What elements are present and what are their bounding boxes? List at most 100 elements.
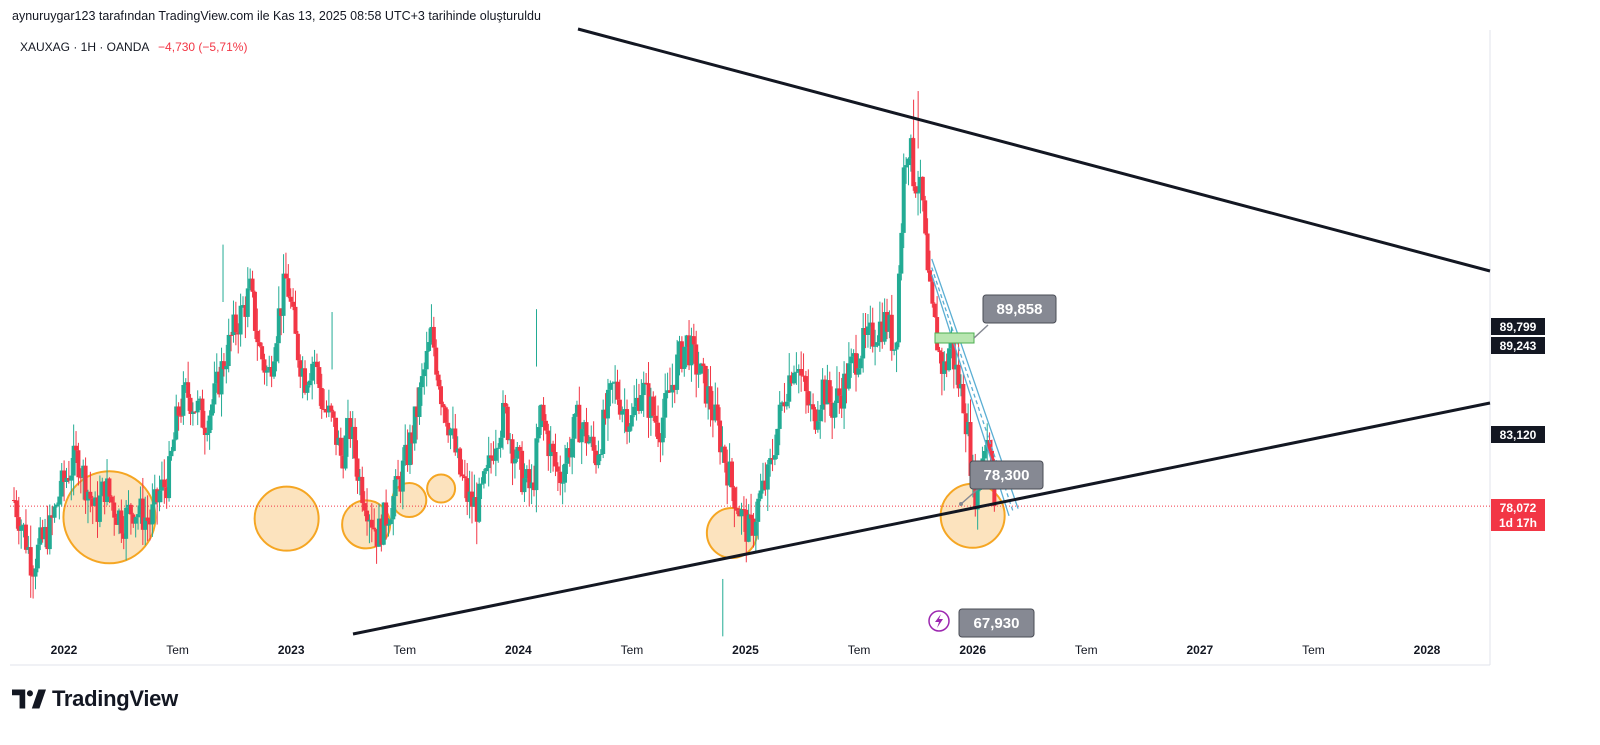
candle-body[interactable] — [706, 386, 711, 404]
candle-body[interactable] — [341, 455, 346, 469]
candle-body[interactable] — [885, 312, 890, 332]
candle-body[interactable] — [260, 346, 265, 360]
candle-body[interactable] — [834, 388, 839, 404]
candle-body[interactable] — [458, 448, 463, 475]
candle-body[interactable] — [803, 376, 808, 392]
candle-body[interactable] — [904, 165, 909, 168]
candle-body[interactable] — [229, 334, 234, 336]
candle-body[interactable] — [691, 336, 696, 345]
candle-body[interactable] — [417, 387, 422, 417]
candle-body[interactable] — [601, 409, 606, 455]
candle-body[interactable] — [968, 422, 973, 476]
candle-body[interactable] — [710, 409, 715, 421]
candle-body[interactable] — [708, 386, 713, 410]
candle-body[interactable] — [291, 301, 296, 307]
candle-body[interactable] — [529, 482, 534, 489]
candle-body[interactable] — [515, 446, 520, 459]
candle-body[interactable] — [543, 420, 548, 431]
candle-body[interactable] — [975, 489, 980, 510]
candle-body[interactable] — [12, 500, 17, 502]
candle-body[interactable] — [431, 326, 436, 348]
candle-body[interactable] — [255, 330, 260, 343]
candle-body[interactable] — [236, 332, 241, 335]
candle-body[interactable] — [617, 399, 622, 415]
candle-body[interactable] — [849, 356, 854, 364]
candle-body[interactable] — [870, 322, 875, 347]
candle-body[interactable] — [171, 439, 176, 451]
candle-body[interactable] — [756, 498, 761, 522]
candle-body[interactable] — [908, 138, 913, 159]
candle-body[interactable] — [410, 432, 415, 444]
candle-body[interactable] — [264, 370, 269, 373]
candle-body[interactable] — [713, 404, 718, 421]
candle-body[interactable] — [811, 404, 816, 410]
candle-body[interactable] — [605, 389, 610, 419]
candle-body[interactable] — [281, 273, 286, 316]
candle-body[interactable] — [486, 455, 491, 469]
candle-body[interactable] — [93, 497, 98, 506]
tradingview-logo[interactable]: TradingView — [12, 686, 178, 712]
candle-body[interactable] — [424, 350, 429, 370]
candle-body[interactable] — [360, 476, 365, 504]
candle-body[interactable] — [35, 544, 40, 569]
candle-body[interactable] — [510, 439, 515, 464]
price-tag[interactable] — [1491, 426, 1545, 443]
candle-body[interactable] — [441, 404, 446, 408]
candle-body[interactable] — [574, 404, 579, 414]
candle-body[interactable] — [591, 436, 596, 451]
candle-body[interactable] — [789, 375, 794, 384]
candle-body[interactable] — [825, 380, 830, 405]
candle-body[interactable] — [102, 481, 107, 502]
candle-body[interactable] — [527, 469, 532, 489]
candle-body[interactable] — [837, 388, 842, 396]
candle-body[interactable] — [329, 405, 334, 412]
candle-body[interactable] — [947, 348, 952, 371]
candle-body[interactable] — [136, 514, 141, 518]
candle-body[interactable] — [560, 482, 565, 484]
symbol-info[interactable]: XAUXAG · 1H · OANDA −4,730 (−5,71%) — [20, 40, 247, 54]
candle-body[interactable] — [174, 406, 179, 440]
candle-body[interactable] — [951, 342, 956, 370]
candle-body[interactable] — [52, 506, 57, 518]
ascending-trendline[interactable] — [352, 401, 1491, 636]
candle-body[interactable] — [183, 382, 188, 385]
candle-body[interactable] — [925, 233, 930, 271]
candle-body[interactable] — [186, 382, 191, 398]
candle-body[interactable] — [147, 520, 152, 525]
candle-body[interactable] — [28, 547, 33, 576]
candle-body[interactable] — [31, 575, 36, 577]
candle-body[interactable] — [851, 353, 856, 357]
candle-body[interactable] — [78, 477, 83, 479]
candle-body[interactable] — [768, 458, 773, 465]
candle-body[interactable] — [105, 478, 110, 502]
candle-body[interactable] — [200, 398, 205, 428]
candle-body[interactable] — [906, 158, 911, 166]
candle-body[interactable] — [856, 368, 861, 375]
candle-body[interactable] — [784, 401, 789, 407]
candle-body[interactable] — [312, 361, 317, 364]
candle-body[interactable] — [958, 384, 963, 389]
candle-body[interactable] — [815, 421, 820, 430]
candle-body[interactable] — [338, 437, 343, 456]
candle-body[interactable] — [796, 368, 801, 372]
candle-body[interactable] — [415, 406, 420, 417]
candle-body[interactable] — [918, 176, 923, 193]
candle-body[interactable] — [479, 483, 484, 485]
candle-body[interactable] — [319, 387, 324, 409]
candle-body[interactable] — [481, 471, 486, 484]
candle-body[interactable] — [854, 353, 859, 375]
candle-body[interactable] — [386, 524, 391, 526]
candle-body[interactable] — [107, 478, 112, 497]
candle-body[interactable] — [672, 384, 677, 390]
candle-body[interactable] — [939, 352, 944, 374]
candle-body[interactable] — [376, 518, 381, 547]
candle-body[interactable] — [446, 422, 451, 436]
candle-body[interactable] — [95, 497, 100, 522]
candle-body[interactable] — [324, 410, 329, 413]
candle-body[interactable] — [262, 359, 267, 373]
candle-body[interactable] — [663, 393, 668, 418]
candle-body[interactable] — [365, 510, 370, 522]
candle-body[interactable] — [355, 458, 360, 481]
candle-body[interactable] — [734, 508, 739, 511]
candle-body[interactable] — [300, 368, 305, 377]
